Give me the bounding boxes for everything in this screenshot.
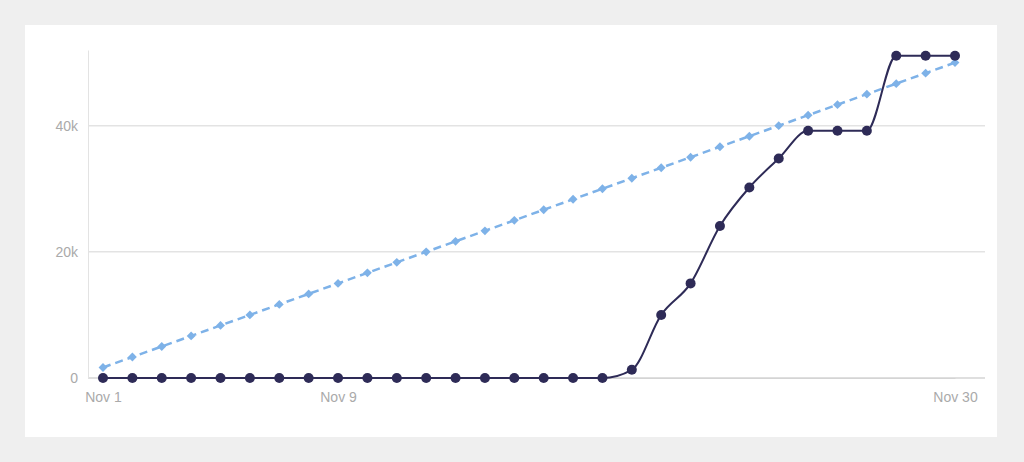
point — [715, 221, 725, 231]
point — [362, 373, 372, 383]
point — [304, 289, 313, 298]
series-markers — [99, 58, 960, 372]
point — [274, 373, 284, 383]
point — [921, 69, 930, 78]
point — [186, 373, 196, 383]
point — [334, 279, 343, 288]
series-line — [103, 63, 955, 368]
point — [481, 226, 490, 235]
point — [539, 373, 549, 383]
point — [656, 310, 666, 320]
y-tick: 20k — [55, 244, 88, 260]
point — [627, 174, 636, 183]
point — [451, 373, 461, 383]
point — [245, 373, 255, 383]
point — [539, 205, 548, 214]
point — [891, 51, 901, 61]
grid — [88, 126, 985, 378]
point — [187, 332, 196, 341]
point — [451, 237, 460, 246]
point — [216, 373, 226, 383]
point — [509, 373, 519, 383]
point — [657, 163, 666, 172]
y-tick-label: 20k — [55, 244, 79, 260]
point — [686, 153, 695, 162]
grid-line — [88, 125, 985, 127]
point — [127, 373, 137, 383]
point — [392, 373, 402, 383]
point — [774, 121, 783, 130]
y-tick: 40k — [55, 118, 88, 134]
point — [774, 153, 784, 163]
point — [862, 126, 872, 136]
point — [597, 373, 607, 383]
point — [598, 184, 607, 193]
point — [157, 342, 166, 351]
point — [803, 126, 813, 136]
point — [275, 300, 284, 309]
x-tick-label: Nov 1 — [85, 389, 122, 405]
point — [892, 79, 901, 88]
y-axis-line — [88, 51, 89, 379]
point — [950, 51, 960, 61]
point — [744, 183, 754, 193]
point — [245, 310, 254, 319]
point — [568, 373, 578, 383]
point — [833, 100, 842, 109]
series-markers — [98, 51, 960, 383]
grid-line — [88, 251, 985, 253]
y-tick-label: 0 — [70, 370, 78, 386]
y-axis: 0 20k 40k — [55, 51, 88, 386]
x-tick: Nov 30 — [933, 378, 978, 405]
chart-svg: 0 20k 40k Nov 1 Nov 9 Nov 30 — [0, 0, 1024, 462]
point — [862, 90, 871, 99]
point — [569, 195, 578, 204]
x-tick-label: Nov 9 — [320, 389, 357, 405]
point — [392, 258, 401, 267]
point — [716, 142, 725, 151]
point — [128, 353, 137, 362]
point — [832, 126, 842, 136]
point — [510, 216, 519, 225]
point — [686, 278, 696, 288]
x-tick-label: Nov 30 — [933, 389, 978, 405]
point — [363, 268, 372, 277]
point — [745, 132, 754, 141]
point — [627, 365, 637, 375]
y-tick: 0 — [70, 370, 88, 386]
point — [157, 373, 167, 383]
point — [98, 373, 108, 383]
plot-area — [98, 51, 960, 383]
point — [304, 373, 314, 383]
point — [804, 111, 813, 120]
y-tick-label: 40k — [55, 118, 79, 134]
point — [333, 373, 343, 383]
point — [216, 321, 225, 330]
point — [480, 373, 490, 383]
card — [25, 25, 997, 437]
point — [422, 247, 431, 256]
point — [421, 373, 431, 383]
series-line — [103, 56, 955, 378]
point — [921, 51, 931, 61]
point — [99, 363, 108, 372]
